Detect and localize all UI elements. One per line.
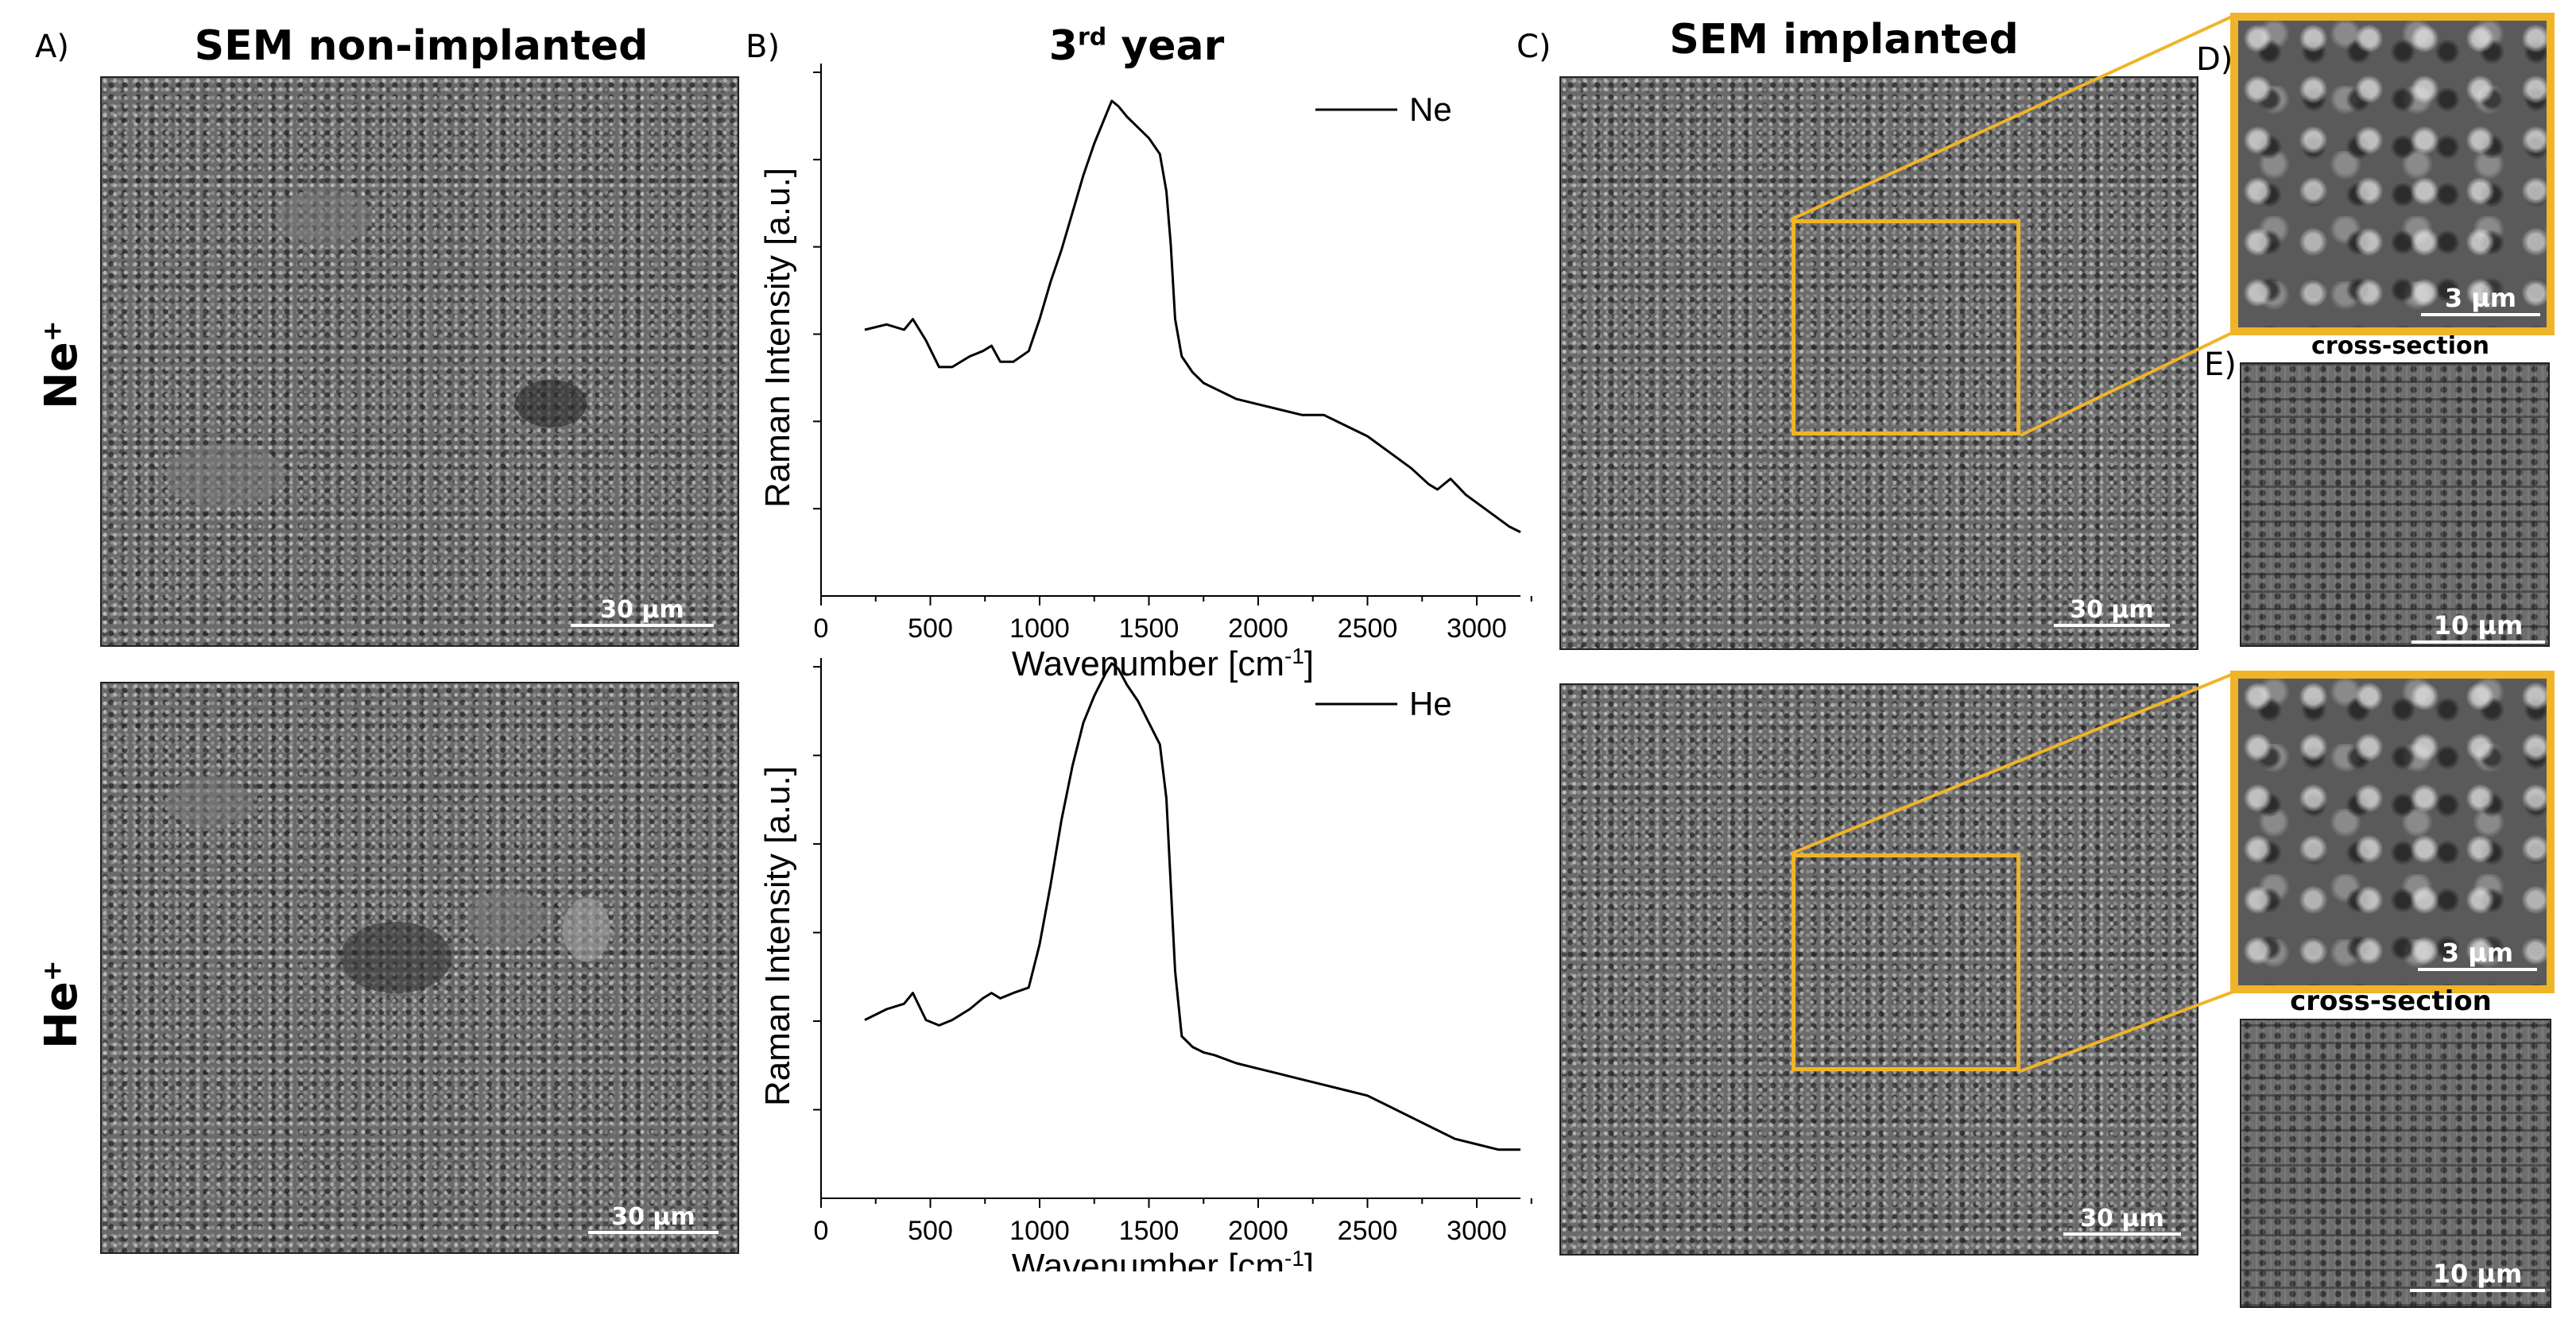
zoom-region-he xyxy=(1792,853,2020,1071)
legend-label: Ne xyxy=(1409,91,1452,128)
x-tick-label: 1500 xyxy=(1119,1216,1180,1246)
panel-label-a: A) xyxy=(35,29,69,65)
year-number: 3 xyxy=(1048,22,1078,70)
sem-cross-section-he: 10 µm xyxy=(2240,1019,2551,1308)
y-axis-label: Raman Intensity [a.u.] xyxy=(758,168,797,508)
x-tick-label: 2500 xyxy=(1338,1216,1398,1246)
sem-zoom-ne: 3 µm xyxy=(2238,21,2547,327)
x-tick-label: 1000 xyxy=(1009,613,1070,644)
x-tick-label: 500 xyxy=(908,613,953,644)
x-tick-label: 1500 xyxy=(1119,613,1180,644)
x-axis-label: Wavenumber [cm-1] xyxy=(1012,644,1314,684)
heading-sem-implanted: SEM implanted xyxy=(1669,16,2019,64)
scale-label-e-bottom: 10 µm xyxy=(2432,1259,2523,1289)
scale-bar-a-bottom: 30 µm xyxy=(588,1203,719,1234)
zoom-region-ne xyxy=(1792,219,2020,435)
row-label-he: He+ xyxy=(36,938,91,1049)
scale-bar-d-bottom: 3 µm xyxy=(2418,938,2537,971)
year-ordinal: rd xyxy=(1077,23,1107,52)
scale-label-d-top: 3 µm xyxy=(2444,283,2517,313)
year-word: year xyxy=(1106,22,1225,70)
scale-bar-e-bottom: 10 µm xyxy=(2410,1259,2545,1292)
x-tick-label: 2000 xyxy=(1228,1216,1288,1246)
he-label-sup: + xyxy=(37,960,68,982)
x-tick-label: 3000 xyxy=(1447,1216,1507,1246)
x-tick-label: 2500 xyxy=(1338,613,1398,644)
x-tick-label: 2000 xyxy=(1228,613,1288,644)
scale-bar-c-top: 30 µm xyxy=(2054,596,2170,627)
x-axis-label: Wavenumber [cm-1] xyxy=(1012,1246,1314,1272)
raman-charts: 0 500 1000 1500 2000 2500 3000 Wavenumber [cm-1… xyxy=(758,64,1532,1271)
raman-chart-ne: 0 500 1000 1500 2000 2500 3000 Wavenumber [cm-1… xyxy=(758,64,1532,683)
scale-bar-d-top: 3 µm xyxy=(2421,283,2540,316)
scale-label-a-bottom: 30 µm xyxy=(611,1203,695,1231)
panel-label-b: B) xyxy=(746,29,781,65)
scale-label-e-top: 10 µm xyxy=(2433,610,2524,640)
sem-image-he-non-implanted: 30 µm xyxy=(100,682,739,1254)
panel-label-d: D) xyxy=(2196,41,2233,78)
row-label-ne: Ne+ xyxy=(36,298,91,409)
raman-chart-he: 0 500 1000 1500 2000 2500 3000 Wavenumber [cm-1… xyxy=(758,658,1532,1271)
panel-label-c: C) xyxy=(1517,29,1551,65)
heading-year: 3rd year xyxy=(946,22,1327,70)
he-label-text: He xyxy=(36,981,87,1049)
scale-label-c-bottom: 30 µm xyxy=(2080,1205,2164,1232)
y-axis-label: Raman Intensity [a.u.] xyxy=(758,766,797,1106)
cross-section-caption-top: cross-section xyxy=(2311,332,2489,360)
x-tick-label: 0 xyxy=(814,1216,829,1246)
scale-bar-e-top: 10 µm xyxy=(2411,610,2545,644)
series-line-ne xyxy=(864,99,1521,533)
x-tick-label: 1000 xyxy=(1009,1216,1070,1246)
zoom-frame-he: 3 µm xyxy=(2230,671,2555,993)
zoom-frame-ne: 3 µm xyxy=(2230,13,2555,335)
series-line-he xyxy=(864,662,1520,1151)
cross-section-caption-bottom: cross-section xyxy=(2290,985,2492,1017)
sem-image-ne-non-implanted: 30 µm xyxy=(100,76,739,647)
sem-zoom-he: 3 µm xyxy=(2238,679,2547,985)
scale-bar-a-top: 30 µm xyxy=(571,596,714,627)
heading-sem-non-implanted: SEM non-implanted xyxy=(194,22,649,70)
scale-label-a-top: 30 µm xyxy=(600,596,684,624)
scale-bar-c-bottom: 30 µm xyxy=(2063,1205,2181,1236)
x-tick-label: 500 xyxy=(908,1216,953,1246)
scale-label-c-top: 30 µm xyxy=(2070,596,2154,624)
scale-label-d-bottom: 3 µm xyxy=(2441,938,2514,968)
ne-label-sup: + xyxy=(37,320,68,342)
sem-cross-section-ne: 10 µm xyxy=(2240,362,2550,647)
panel-label-e: E) xyxy=(2204,346,2237,383)
legend-label: He xyxy=(1409,685,1452,722)
x-tick-label: 0 xyxy=(814,613,829,644)
x-tick-label: 3000 xyxy=(1447,613,1507,644)
ne-label-text: Ne xyxy=(36,342,87,409)
